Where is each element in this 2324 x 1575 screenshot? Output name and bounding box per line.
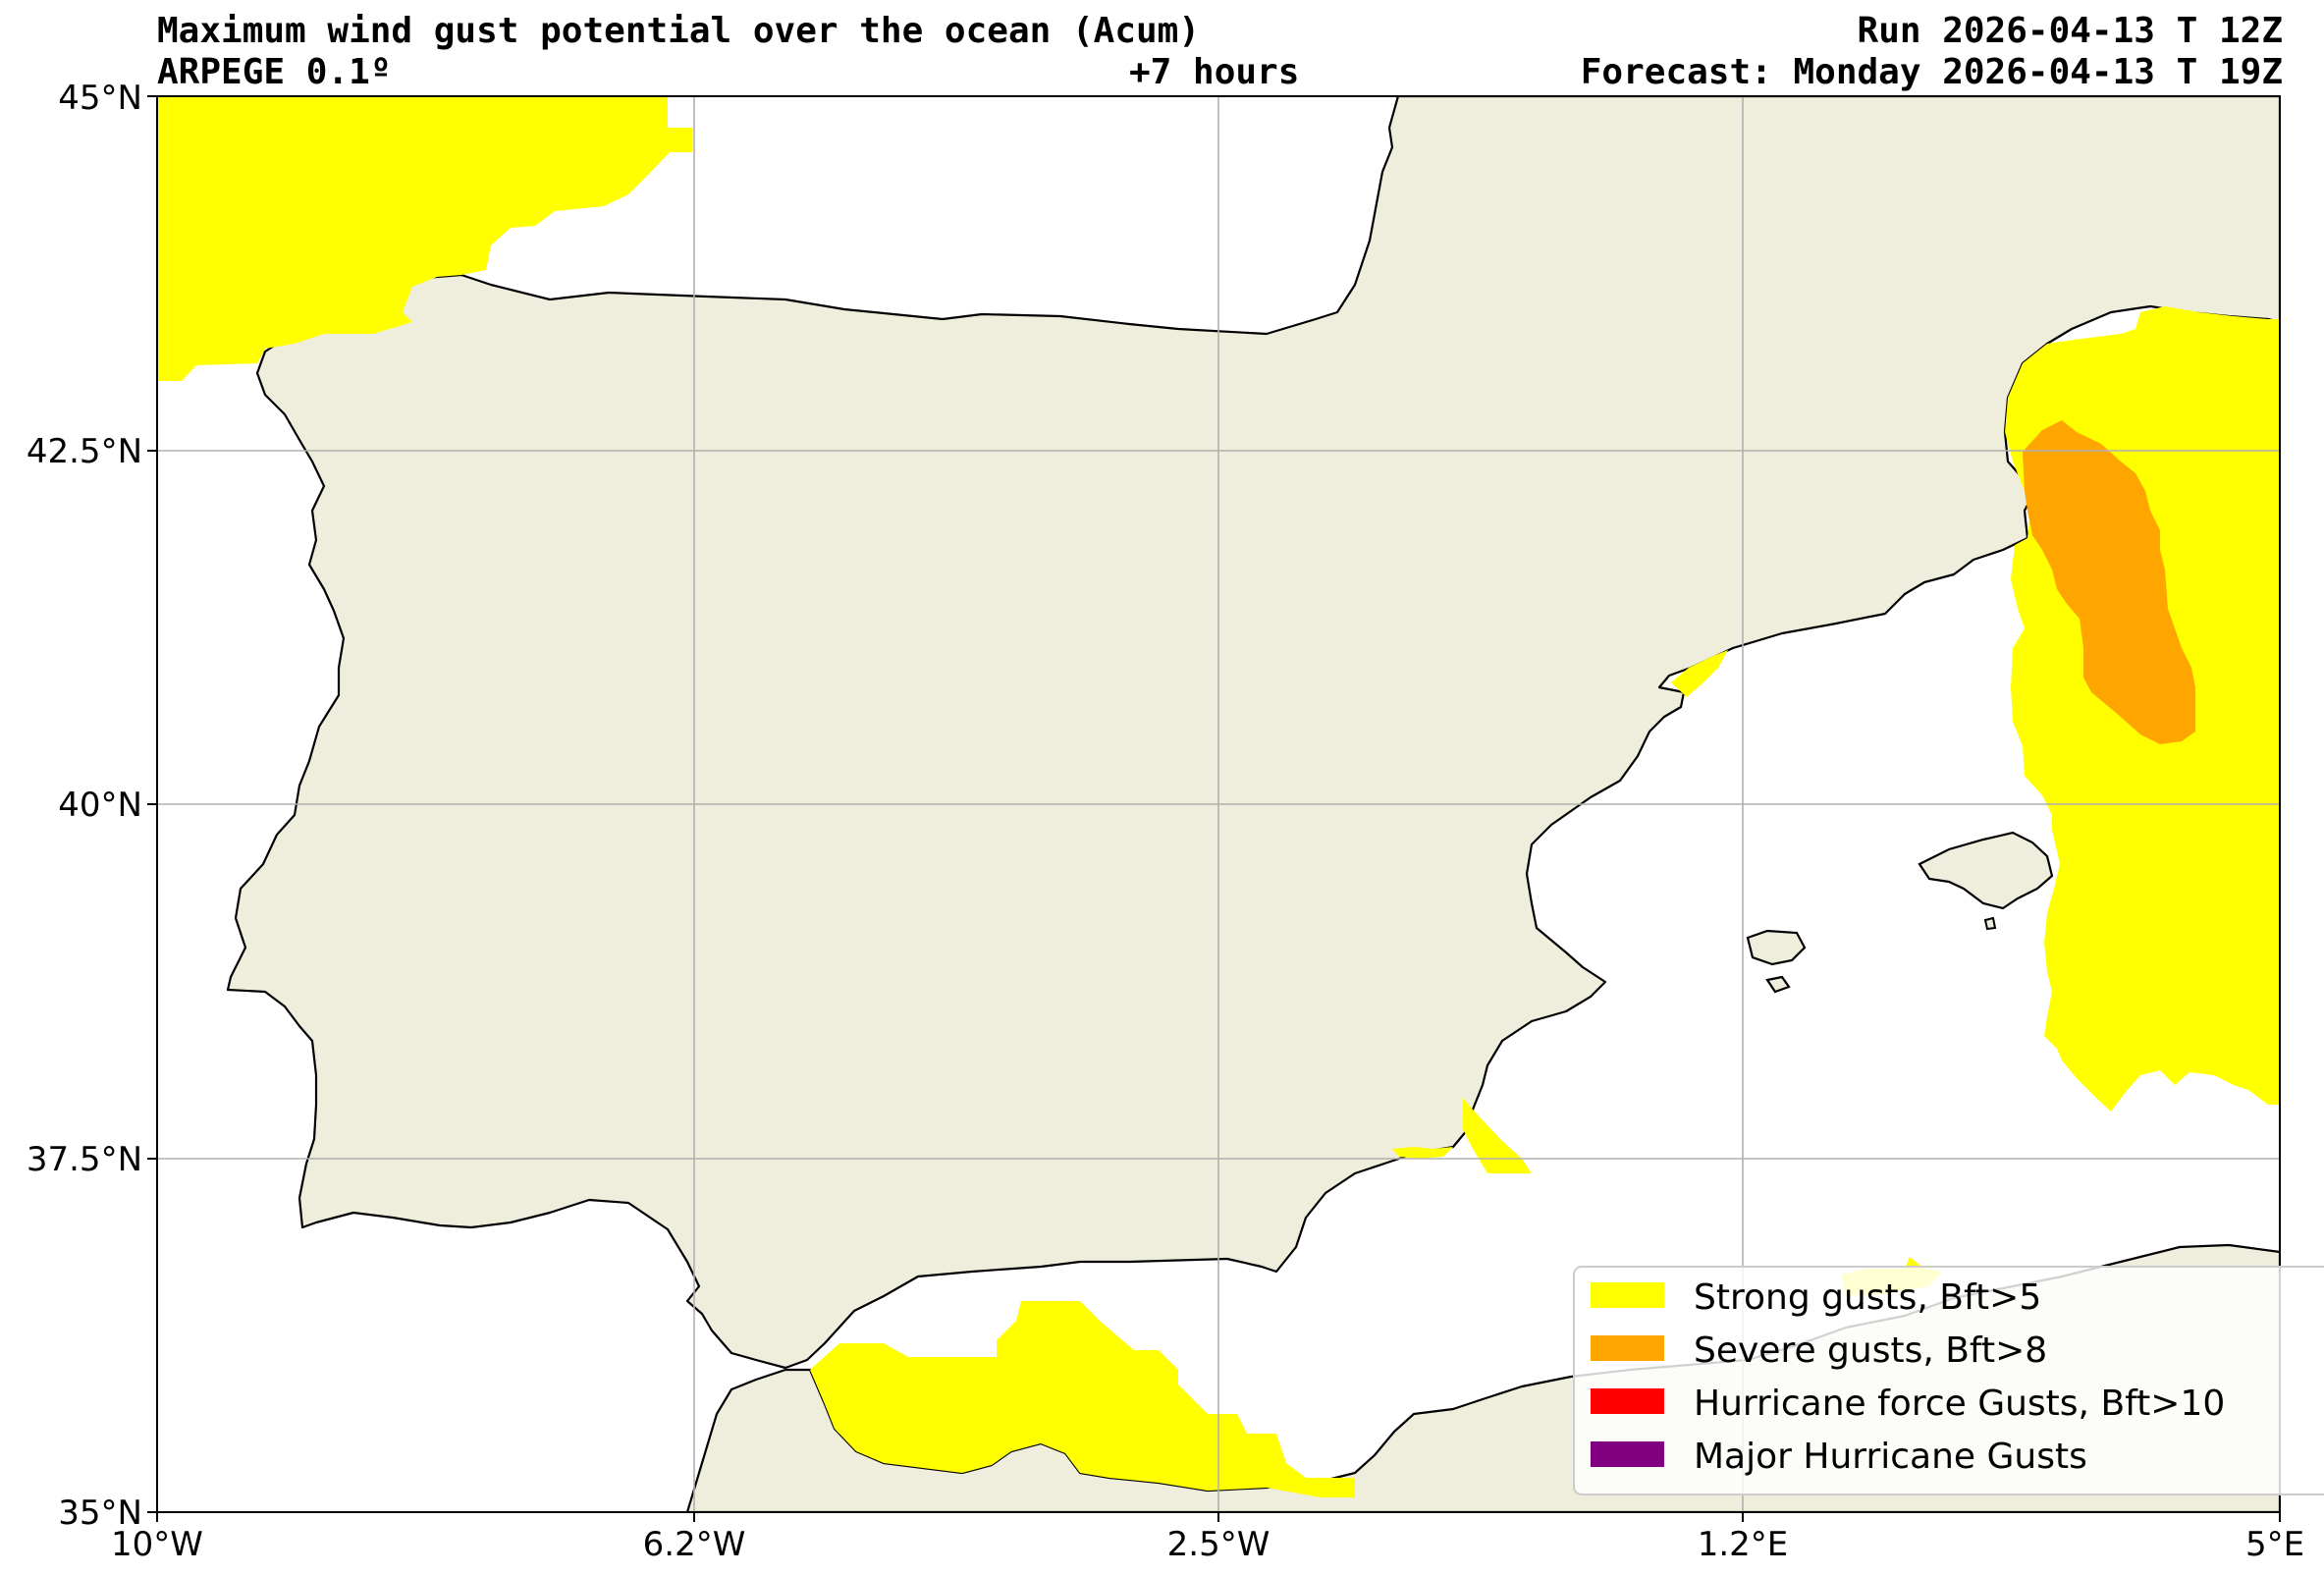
legend-label-severe: Severe gusts, Bft>8	[1694, 1331, 2047, 1371]
lon-label-2-5w: 2.5°W	[1166, 1525, 1270, 1564]
legend-swatch-strong	[1591, 1282, 1664, 1308]
lon-label-10w: 10°W	[111, 1525, 203, 1564]
graticule	[157, 96, 2280, 1512]
mallorca-island	[1918, 831, 2054, 910]
lon-label-5e: 5°E	[2244, 1525, 2305, 1564]
model-label: ARPEGE 0.1º	[157, 52, 392, 92]
legend-swatch-hurricane	[1591, 1388, 1664, 1414]
legend-swatch-severe	[1591, 1335, 1664, 1361]
lat-label-37-5n: 37.5°N	[26, 1140, 142, 1179]
legend-swatch-major-hurricane	[1591, 1441, 1664, 1467]
lat-label-35n: 35°N	[58, 1494, 142, 1533]
severe-gust-area-gulf-of-lion	[2023, 420, 2195, 744]
lon-label-6-2w: 6.2°W	[642, 1525, 746, 1564]
lat-label-45n: 45°N	[58, 79, 142, 118]
lead-time-label: +7 hours	[1129, 52, 1300, 92]
forecast-label: Forecast: Monday 2026-04-13 T 19Z	[1580, 52, 2283, 92]
legend-box	[1573, 1266, 2324, 1495]
strong-gust-area-cartagena-coast	[1392, 1147, 1453, 1159]
strong-gust-area-bay-of-biscay	[157, 96, 692, 381]
lat-label-40n: 40°N	[58, 786, 142, 825]
legend-label-hurricane: Hurricane force Gusts, Bft>10	[1694, 1384, 2225, 1424]
legend-label-major-hurricane: Major Hurricane Gusts	[1694, 1437, 2087, 1477]
formentera-island	[1765, 975, 1791, 994]
tick-marks	[147, 95, 2281, 1522]
lon-label-1-2e: 1.2°E	[1697, 1525, 1789, 1564]
cabrera-island	[1983, 916, 1997, 931]
legend: Strong gusts, Bft>5 Severe gusts, Bft>8 …	[1573, 1266, 2324, 1495]
strong-gust-area-cabo-de-palos	[1463, 1098, 1532, 1173]
ibiza-island	[1746, 929, 1807, 966]
strong-gust-area-ebro-delta	[1671, 650, 1728, 697]
lat-label-42-5n: 42.5°N	[26, 432, 142, 471]
legend-label-strong: Strong gusts, Bft>5	[1694, 1277, 2041, 1318]
run-label: Run 2026-04-13 T 12Z	[1857, 11, 2283, 51]
map-title: Maximum wind gust potential over the oce…	[157, 11, 1201, 51]
